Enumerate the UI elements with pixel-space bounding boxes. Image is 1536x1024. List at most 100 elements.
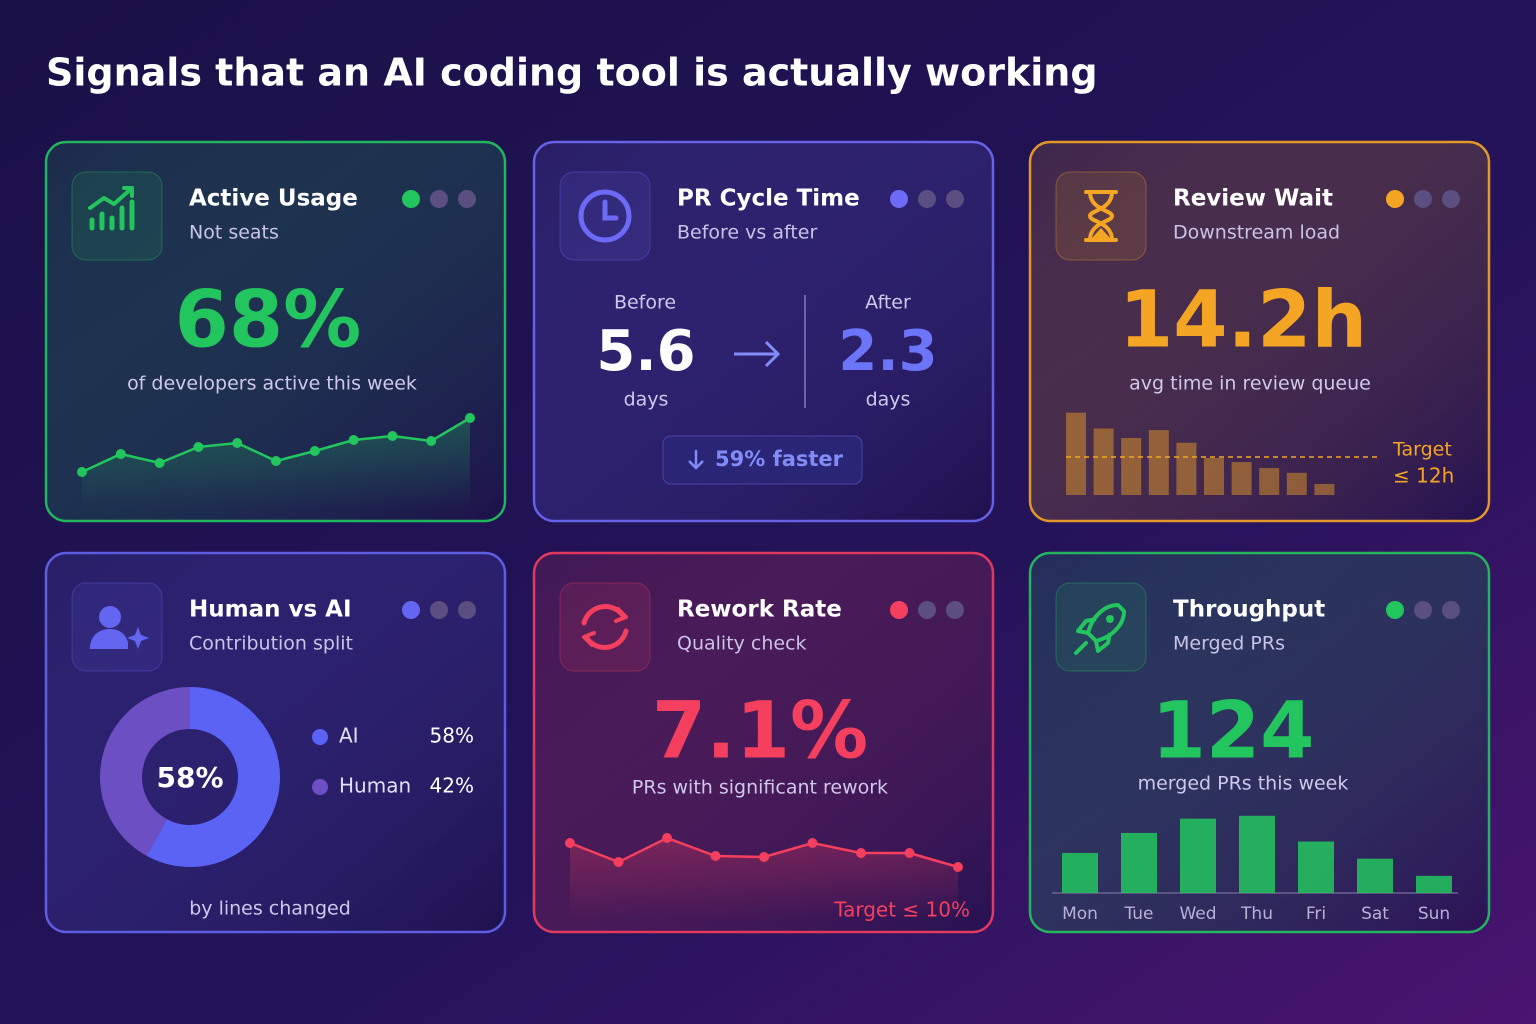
status-dot	[458, 601, 476, 619]
card-subtitle: Downstream load	[1173, 222, 1340, 244]
line-point	[309, 446, 320, 456]
card-frame	[532, 140, 995, 523]
status-dot	[1386, 190, 1404, 208]
day-label: Sun	[1418, 904, 1450, 924]
line-point	[193, 442, 204, 452]
card-subtitle: Quality check	[677, 633, 807, 655]
card: PR Cycle Time Before vs after Before 5.6 day…	[532, 140, 995, 523]
line-point	[426, 436, 437, 446]
page-title: Signals that an AI coding tool is actual…	[46, 51, 1098, 95]
card-title: Throughput	[1173, 597, 1325, 623]
card-icon	[1055, 582, 1147, 672]
line-point	[348, 435, 359, 445]
card-subtitle: Contribution split	[189, 633, 353, 655]
status-dot	[890, 601, 908, 619]
card-subtitle: Merged PRs	[1173, 633, 1285, 655]
icon-box	[71, 582, 163, 672]
icon-box	[71, 171, 163, 261]
icon-shape	[90, 629, 128, 649]
bar	[1121, 438, 1142, 495]
line-point	[387, 431, 398, 441]
line-point	[662, 833, 672, 843]
line-point	[565, 838, 575, 848]
legend-label: Human	[339, 774, 411, 798]
card-title: Active Usage	[189, 186, 358, 212]
bar	[1298, 841, 1334, 893]
icon-box	[559, 582, 651, 672]
line-point	[77, 467, 87, 477]
card-title: PR Cycle Time	[677, 186, 860, 212]
card-title: Review Wait	[1173, 186, 1333, 212]
icon-shape	[582, 607, 628, 647]
bar	[1231, 462, 1252, 495]
bar	[1239, 815, 1275, 893]
card-frame	[532, 551, 995, 934]
status-dot	[1414, 190, 1432, 208]
line-point	[232, 438, 243, 448]
bar	[1176, 442, 1197, 495]
target-note: Target ≤ 10%	[833, 898, 970, 922]
status-dot	[458, 190, 476, 208]
icon-box	[1055, 171, 1147, 261]
card: Rework Rate Quality check 7.1%PRs with sig…	[532, 551, 995, 934]
bar	[1062, 852, 1098, 893]
day-label: Thu	[1240, 904, 1273, 924]
card: Human vs AI Contribution split by lines ch…	[44, 551, 507, 934]
status-dot	[1414, 601, 1432, 619]
line-point	[856, 848, 866, 858]
line-area	[570, 838, 958, 920]
card-icon	[1055, 171, 1147, 261]
status-dot	[1442, 601, 1460, 619]
before-label: Before	[614, 292, 676, 314]
line-point	[271, 456, 281, 466]
icon-shape	[578, 189, 632, 243]
status-dot	[430, 601, 448, 619]
caption: of developers active this week	[127, 373, 417, 395]
line-point	[953, 862, 963, 872]
line-point	[465, 413, 475, 423]
caption: merged PRs this week	[1138, 773, 1349, 795]
bar	[1314, 483, 1335, 495]
line-point	[710, 851, 721, 861]
status-dot	[1442, 190, 1460, 208]
icon-shape	[89, 199, 135, 231]
change-text: 59% faster	[715, 447, 844, 471]
legend-value: 42%	[430, 774, 474, 798]
day-label: Wed	[1179, 904, 1216, 924]
target-label: ≤ 12h	[1393, 464, 1454, 488]
before-unit: days	[624, 389, 669, 411]
icon-shape	[1076, 603, 1126, 653]
card-icon	[559, 171, 651, 261]
legend-dot	[312, 779, 328, 795]
line-point	[115, 449, 126, 459]
card-subtitle: Before vs after	[677, 222, 817, 244]
donut-center: 58%	[156, 761, 223, 794]
target-title: Target	[1392, 439, 1452, 461]
arrow	[734, 340, 781, 368]
bar	[1093, 428, 1114, 495]
big-value: 7.1%	[652, 686, 868, 776]
line-point	[759, 852, 769, 862]
line-point	[154, 458, 165, 468]
before-value: 5.6	[596, 319, 695, 384]
day-label: Mon	[1062, 904, 1098, 924]
card-icon	[559, 582, 651, 672]
status-dot	[946, 190, 964, 208]
card-title: Rework Rate	[677, 597, 842, 623]
icon-shape	[1106, 615, 1114, 623]
bar	[1148, 430, 1169, 495]
donut-segment	[146, 687, 280, 867]
icon-shape	[1074, 641, 1088, 655]
after-label: After	[865, 292, 911, 314]
down-arrow	[688, 450, 704, 470]
icon-shape	[88, 186, 134, 210]
line-point	[613, 857, 624, 867]
card-frame	[44, 140, 507, 523]
card: Active Usage Not seats 68% of developers ac…	[44, 140, 507, 523]
status-dot	[890, 190, 908, 208]
caption: PRs with significant rework	[632, 777, 888, 799]
icon-shape	[127, 627, 149, 649]
